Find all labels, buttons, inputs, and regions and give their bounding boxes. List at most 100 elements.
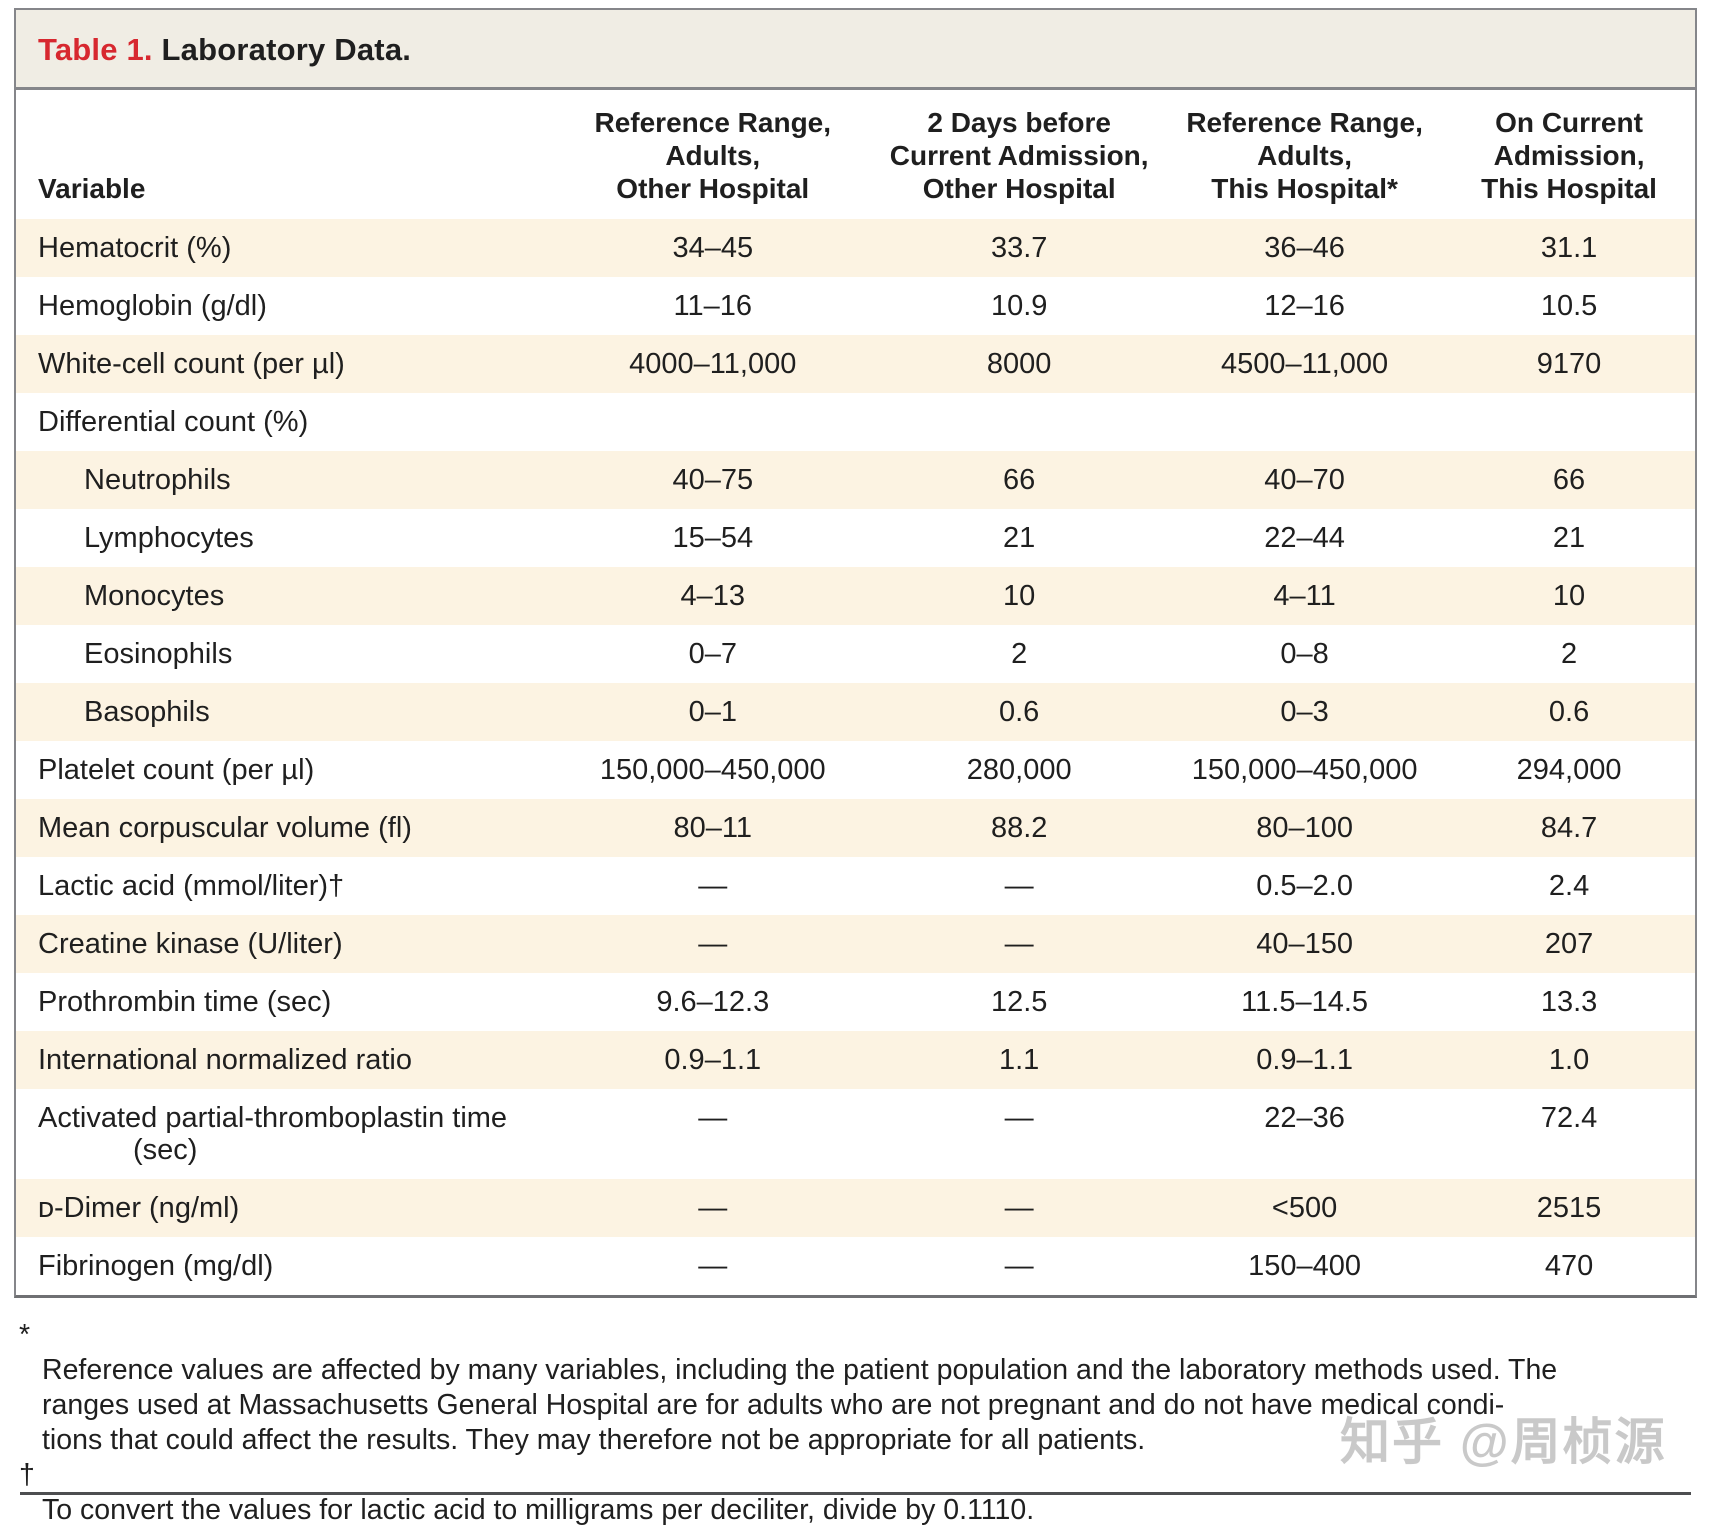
footnote-dagger-text: To convert the values for lactic acid to… [42,1494,1035,1526]
column-header-ref-range-this: Reference Range, Adults, This Hospital* [1186,107,1423,204]
table-row: Lymphocytes 15–54 21 22–44 21 [16,509,1695,567]
cell-2-days-before: — [1004,1250,1034,1282]
table-row: Fibrinogen (mg/dl) — — 150–400 470 [16,1237,1695,1295]
cell-ref-range-this: <500 [1271,1192,1338,1224]
cell-ref-range-other: 150,000–450,000 [599,754,826,786]
asterisk-marker: * [19,1319,31,1351]
cell-ref-range-other: — [698,870,728,902]
cell-on-current-admission: 10.5 [1540,290,1598,322]
cell-on-current-admission: 2515 [1536,1192,1602,1224]
cell-on-current-admission: 207 [1544,928,1594,960]
header-row: Variable Reference Range, Adults, Other … [16,90,1695,219]
cell-ref-range-other: 0.9–1.1 [664,1044,762,1076]
cell-on-current-admission: 0.6 [1548,696,1590,728]
laboratory-data-table: Variable Reference Range, Adults, Other … [16,90,1695,1295]
row-label-second-line: (sec) [133,1134,198,1166]
footnotes: * Reference values are affected by many v… [14,1318,1700,1528]
table-row: Basophils 0–1 0.6 0–3 0.6 [16,683,1695,741]
cell-ref-range-this: 36–46 [1264,232,1345,264]
row-label: Eosinophils [84,638,233,670]
row-label: ᴅ-Dimer (ng/ml) [38,1192,240,1224]
cell-ref-range-this: 22–44 [1264,522,1345,554]
cell-on-current-admission: 84.7 [1540,812,1598,844]
cell-ref-range-other: 15–54 [672,522,754,554]
cell-2-days-before: 33.7 [990,232,1048,264]
cell-2-days-before: 2 [1011,638,1028,670]
row-label: Monocytes [84,580,225,612]
cell-ref-range-this: 0–8 [1280,638,1329,670]
cell-ref-range-this: 0.9–1.1 [1256,1044,1353,1076]
cell-on-current-admission: 72.4 [1540,1102,1598,1134]
table-row: ᴅ-Dimer (ng/ml) — — <500 2515 [16,1179,1695,1237]
cell-ref-range-other [553,393,872,451]
row-label: White-cell count (per µl) [38,348,345,380]
cell-2-days-before: 8000 [986,348,1052,380]
cell-on-current-admission: 294,000 [1516,754,1622,786]
cell-ref-range-other: 0–1 [688,696,737,728]
table-title: Table 1. Laboratory Data. [16,10,1695,90]
cell-2-days-before: — [1004,870,1034,902]
table-row: Lactic acid (mmol/liter)† — — 0.5–2.0 2.… [16,857,1695,915]
cell-2-days-before: 10.9 [990,290,1048,322]
table-row: Differential count (%) [16,393,1695,451]
cell-ref-range-this: 4500–11,000 [1220,348,1389,380]
cell-ref-range-this: 80–100 [1256,812,1353,844]
table-row: Hemoglobin (g/dl) 11–16 10.9 12–16 10.5 [16,277,1695,335]
cell-ref-range-other: — [698,1102,728,1134]
cell-2-days-before: 12.5 [990,986,1048,1018]
table-body: Hematocrit (%) 34–45 33.7 36–46 31.1 Hem… [16,219,1695,1295]
table-row: Activated partial-thromboplastin time (se… [16,1089,1695,1179]
row-label: Neutrophils [84,464,231,496]
row-label: Lymphocytes [84,522,254,554]
cell-ref-range-other: 80–11 [673,812,753,844]
cell-2-days-before: 10 [1003,580,1036,612]
cell-2-days-before: 1.1 [999,1044,1040,1076]
table-row: Prothrombin time (sec) 9.6–12.3 12.5 11.… [16,973,1695,1031]
cell-ref-range-this: 4–11 [1273,580,1336,612]
cell-on-current-admission: 2 [1560,638,1578,670]
column-header-variable: Variable [38,173,146,204]
cell-2-days-before: 280,000 [966,754,1072,786]
cell-on-current-admission: 9170 [1536,348,1602,380]
cell-ref-range-this: 22–36 [1264,1102,1345,1134]
table-row: Neutrophils 40–75 66 40–70 66 [16,451,1695,509]
table-header: Variable Reference Range, Adults, Other … [16,90,1695,219]
table-row: White-cell count (per µl) 4000–11,000 80… [16,335,1695,393]
row-label: Lactic acid (mmol/liter)† [38,870,345,902]
cell-ref-range-this: 40–150 [1256,928,1353,960]
row-label: Platelet count (per µl) [38,754,315,786]
cell-on-current-admission: 1.0 [1548,1044,1590,1076]
cell-on-current-admission: 66 [1552,464,1586,496]
cell-2-days-before [872,393,1166,451]
row-label: Hematocrit (%) [38,232,232,264]
table-row: Platelet count (per µl) 150,000–450,000 … [16,741,1695,799]
footnote-asterisk: * Reference values are affected by many v… [14,1318,1700,1458]
row-label: Differential count (%) [38,406,309,438]
cell-2-days-before: 66 [1003,464,1036,496]
table-row: Monocytes 4–13 10 4–11 10 [16,567,1695,625]
column-header-on-current-admission: On Current Admission, This Hospital [1481,107,1657,204]
cell-2-days-before: — [1004,928,1034,960]
row-label: Fibrinogen (mg/dl) [38,1250,274,1282]
cell-on-current-admission: 2.4 [1548,870,1590,902]
row-label: International normalized ratio [38,1044,412,1076]
cell-on-current-admission: 31.1 [1540,232,1598,264]
dagger-marker: † [19,1459,35,1491]
table-row: Eosinophils 0–7 2 0–8 2 [16,625,1695,683]
cell-ref-range-this: 0–3 [1280,696,1329,728]
row-label: Activated partial-thromboplastin time (se… [16,1089,553,1179]
lab-table: Table 1. Laboratory Data. Variable Refer… [14,8,1697,1298]
cell-2-days-before: 88.2 [990,812,1048,844]
cell-ref-range-this: 12–16 [1264,290,1345,322]
column-header-2-days-before: 2 Days before Current Admission, Other H… [889,107,1149,204]
table-row: International normalized ratio 0.9–1.1 1… [16,1031,1695,1089]
table-row: Hematocrit (%) 34–45 33.7 36–46 31.1 [16,219,1695,277]
row-label: Creatine kinase (U/liter) [38,928,343,960]
row-label: Prothrombin time (sec) [38,986,332,1018]
cell-2-days-before: 21 [1003,522,1036,554]
cell-ref-range-this: 150–400 [1248,1250,1362,1282]
footnote-asterisk-text: Reference values are affected by many va… [42,1354,1558,1456]
table-row: Mean corpuscular volume (fl) 80–11 88.2 … [16,799,1695,857]
cell-ref-range-this: 40–70 [1264,464,1345,496]
cell-on-current-admission [1443,393,1695,451]
